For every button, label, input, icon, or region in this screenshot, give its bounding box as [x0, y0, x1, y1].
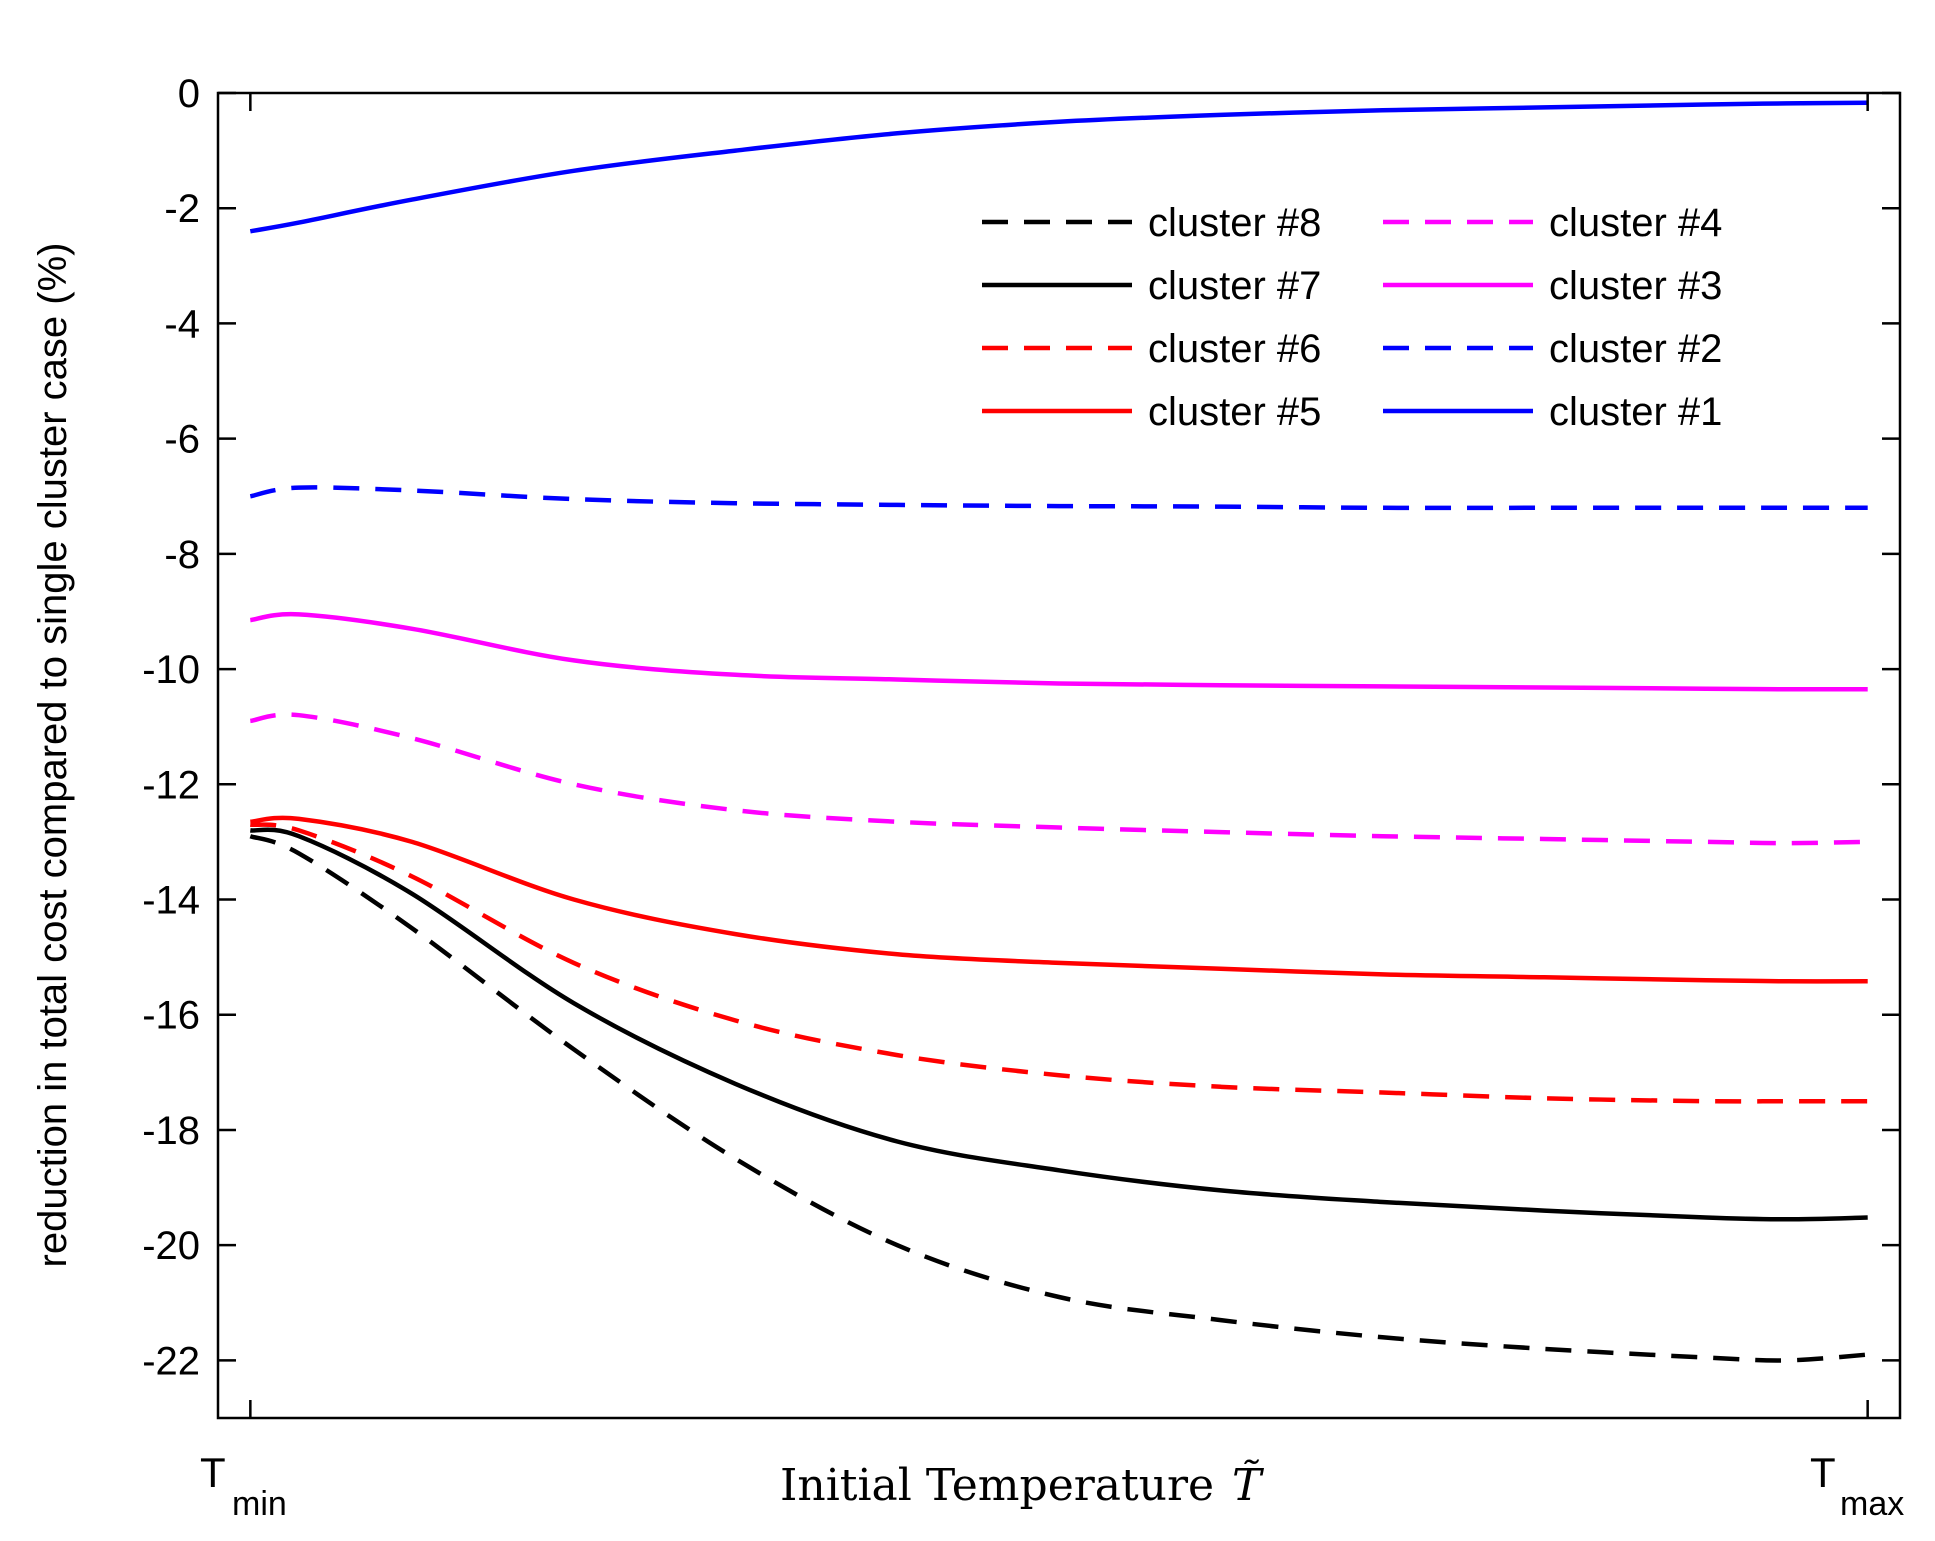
svg-text:max: max [1840, 1485, 1904, 1523]
legend: cluster #8 cluster #7 cluster #6 cluster #5… [982, 201, 1722, 434]
svg-text:T: T [200, 1449, 226, 1496]
plot-frame [216, 91, 1902, 1420]
x-tick-label-min: T min [200, 1449, 287, 1523]
series-line-cluster-7 [250, 827, 1868, 1222]
series-line-cluster-1 [249, 100, 1868, 234]
series-layer [249, 100, 1868, 1363]
y-tick-label: -12 [142, 763, 200, 807]
y-tick-label: -10 [142, 648, 200, 692]
legend-label-cluster-8: cluster #8 [1148, 201, 1321, 245]
y-tick-label: -18 [142, 1109, 200, 1153]
y-tick-label: -20 [142, 1224, 200, 1268]
axis-layer: 0 -2 -4 -6 -8 -10 -12 -14 -16 -18 -20 -22 [142, 72, 1900, 1418]
legend-label-cluster-2: cluster #2 [1549, 327, 1722, 371]
series-line-cluster-8 [249, 834, 1868, 1363]
y-axis-label: reduction in total cost compared to sing… [31, 243, 75, 1268]
series-line-cluster-3 [249, 611, 1868, 692]
svg-text:T: T [1810, 1449, 1836, 1496]
svg-text:Initial Temperature: Initial Temperature [780, 1460, 1214, 1511]
legend-label-cluster-6: cluster #6 [1148, 327, 1321, 371]
series-line-cluster-5 [250, 815, 1868, 984]
y-tick-label: -8 [164, 533, 200, 577]
y-tick-label: -2 [164, 187, 200, 231]
svg-text:min: min [232, 1485, 287, 1523]
y-tick-label: -4 [164, 302, 200, 346]
legend-label-cluster-1: cluster #1 [1549, 390, 1722, 434]
series-line-cluster-6 [250, 822, 1868, 1104]
y-tick-label: -14 [142, 879, 200, 923]
y-tick-label: 0 [178, 72, 200, 116]
series-line-cluster-2 [249, 485, 1868, 511]
y-tick-label: -16 [142, 994, 200, 1038]
legend-label-cluster-5: cluster #5 [1148, 390, 1321, 434]
svg-text:T̃: T̃ [1232, 1458, 1265, 1511]
legend-label-cluster-7: cluster #7 [1148, 264, 1321, 308]
x-tick-label-max: T max [1810, 1449, 1904, 1523]
legend-label-cluster-3: cluster #3 [1549, 264, 1722, 308]
y-tick-label: -6 [164, 418, 200, 462]
y-tick-label: -22 [142, 1339, 200, 1383]
x-axis-label: Initial Temperature T̃ [780, 1458, 1265, 1511]
series-line-cluster-4 [249, 712, 1868, 846]
legend-label-cluster-4: cluster #4 [1549, 201, 1722, 245]
